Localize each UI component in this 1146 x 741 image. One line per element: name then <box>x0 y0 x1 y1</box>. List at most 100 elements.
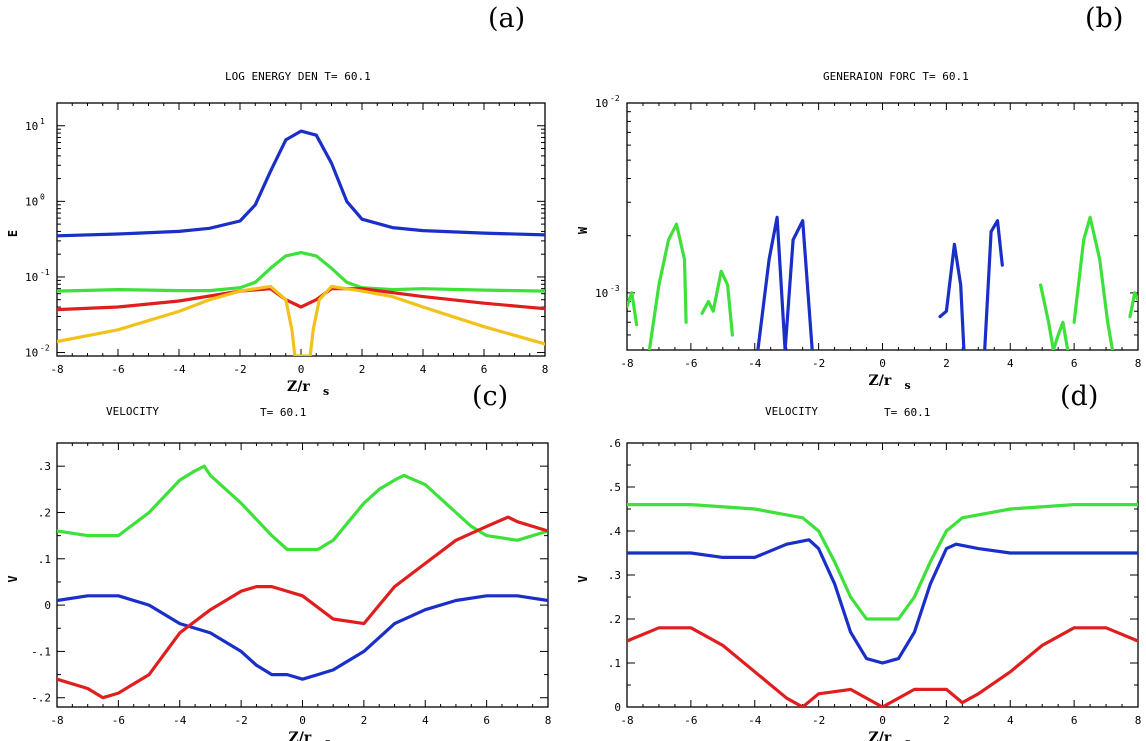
x-tick-label: -8 <box>620 714 633 727</box>
x-axis: -8 -6 -4 -2 0 2 4 6 8 <box>620 443 1141 727</box>
panel-c: -8 -6 -4 -2 0 2 4 6 8 .3 .2 .1 0 -.1 -.2 V Z/r s VELOCITY T… <box>6 381 551 741</box>
x-tick-label: -4 <box>748 357 762 370</box>
series-line-green-8 <box>1128 291 1138 319</box>
y-tick-exponent: 0 <box>40 192 45 201</box>
panel-d: -8 -6 -4 -2 0 2 4 6 8 .6 .5 .4 .3 .2 .1 0 V Z/r s VELOCITY T… <box>576 381 1141 741</box>
x-tick-label: 2 <box>943 357 950 370</box>
y-axis: .3 .2 .1 0 -.1 -.2 <box>31 442 548 705</box>
x-tick-label: 8 <box>545 714 552 727</box>
series-line-green-0 <box>627 291 639 327</box>
y-tick-label: 10 <box>595 287 608 300</box>
y-axis: 10-210-3 <box>595 94 1138 351</box>
chart-title: GENERAION FORC T= 60.1 <box>823 70 969 83</box>
x-tick-label: -6 <box>111 363 124 376</box>
x-tick-label: -2 <box>812 714 825 727</box>
y-tick-label: -.2 <box>31 692 51 705</box>
y-tick-exponent: 1 <box>40 117 45 126</box>
x-tick-label: 8 <box>542 363 549 376</box>
plot-frame <box>626 442 1139 708</box>
y-tick-label: .3 <box>38 460 51 473</box>
series-group <box>57 129 545 356</box>
x-tick-label: 2 <box>943 714 950 727</box>
x-axis: -8 -6 -4 -2 0 2 4 6 8 <box>50 443 551 727</box>
series-line-green-0 <box>627 503 1138 621</box>
y-tick-label: .5 <box>608 481 621 494</box>
x-tick-label: 4 <box>1007 714 1014 727</box>
x-tick-label: 4 <box>1007 357 1014 370</box>
panel-label: (c) <box>472 381 508 412</box>
y-tick-label: .4 <box>608 525 622 538</box>
series-group <box>627 215 1138 350</box>
chart-time-label: T= 60.1 <box>884 406 930 419</box>
x-tick-label: -8 <box>50 363 63 376</box>
series-line-blue-5 <box>983 219 1004 350</box>
y-tick-label: -.1 <box>31 645 51 658</box>
plot-frame <box>56 442 549 708</box>
x-tick-label: 0 <box>879 357 886 370</box>
x-tick-label: 6 <box>1071 357 1078 370</box>
chart-title: VELOCITY <box>106 405 159 418</box>
x-tick-label: -6 <box>112 714 125 727</box>
y-axis-label: E <box>6 230 20 237</box>
y-axis-label: V <box>576 575 590 582</box>
x-tick-label: -8 <box>50 714 63 727</box>
y-tick-label: .1 <box>38 553 51 566</box>
panel-label: (d) <box>1060 381 1098 412</box>
y-tick-exponent: -1 <box>40 268 50 277</box>
x-tick-label: 2 <box>361 714 368 727</box>
x-axis-label-subscript: s <box>905 379 911 392</box>
x-tick-label: -4 <box>172 363 186 376</box>
x-tick-label: 4 <box>420 363 427 376</box>
x-axis: -8 -6 -4 -2 0 2 4 6 8 <box>50 103 548 376</box>
y-tick-label: 0 <box>614 701 621 714</box>
y-tick-label: 10 <box>25 271 38 284</box>
x-axis-label-subscript: s <box>323 385 329 398</box>
series-line-red-2 <box>57 287 545 312</box>
series-line-red-2 <box>57 515 548 700</box>
y-tick-label: 0 <box>44 599 51 612</box>
chart-title: VELOCITY <box>765 405 818 418</box>
x-tick-label: 4 <box>422 714 429 727</box>
x-tick-label: -6 <box>684 357 697 370</box>
series-line-green-0 <box>57 464 548 552</box>
series-line-blue-4 <box>938 242 966 350</box>
series-line-blue-0 <box>57 129 545 238</box>
y-axis-label: W <box>576 226 590 234</box>
x-tick-label: -6 <box>684 714 697 727</box>
series-line-yellow-3 <box>57 284 545 356</box>
y-tick-label: 10 <box>25 195 38 208</box>
y-tick-exponent: -2 <box>40 344 50 353</box>
x-tick-label: -2 <box>233 363 246 376</box>
x-axis-label: Z/r <box>869 730 892 741</box>
panel-label: (b) <box>1085 3 1123 34</box>
y-tick-label: 10 <box>25 120 38 133</box>
series-line-green-1 <box>57 251 545 293</box>
y-tick-label: 10 <box>595 97 608 110</box>
series-line-red-2 <box>627 626 1138 707</box>
chart-time-label: T= 60.1 <box>260 406 306 419</box>
series-group <box>627 503 1138 707</box>
series-line-blue-1 <box>627 538 1138 665</box>
y-tick-label: .2 <box>38 506 51 519</box>
y-tick-label: .3 <box>608 569 621 582</box>
y-tick-label: .1 <box>608 657 621 670</box>
x-tick-label: 6 <box>1071 714 1078 727</box>
x-axis-label-subscript: s <box>905 736 911 741</box>
y-tick-exponent: -2 <box>610 94 620 103</box>
x-tick-label: -4 <box>173 714 187 727</box>
y-tick-label: 10 <box>25 347 38 360</box>
y-tick-label: .2 <box>608 613 621 626</box>
series-group <box>57 464 548 700</box>
panel-label: (a) <box>488 3 525 34</box>
x-tick-label: -4 <box>748 714 762 727</box>
series-line-green-7 <box>1072 215 1115 350</box>
x-tick-label: 8 <box>1135 357 1142 370</box>
series-line-blue-1 <box>57 594 548 681</box>
x-axis-label-subscript: s <box>325 736 331 741</box>
x-axis-label: Z/r <box>287 379 310 395</box>
y-tick-exponent: -3 <box>610 284 620 293</box>
